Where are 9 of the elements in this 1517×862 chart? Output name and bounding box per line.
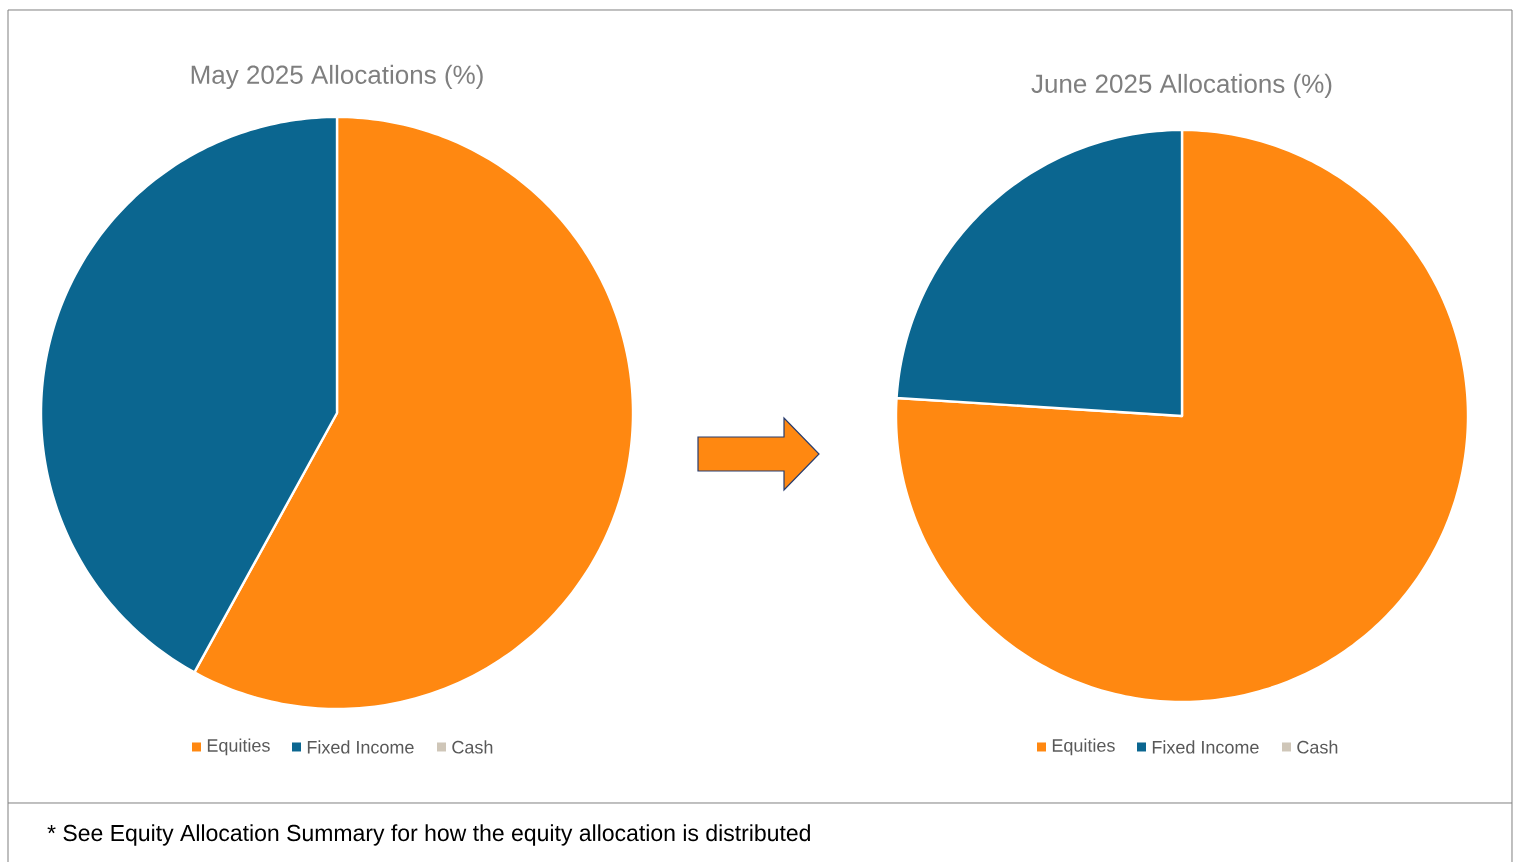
legend-label: Fixed Income (307, 740, 414, 754)
chart-title: June 2025 Allocations (%) (1031, 73, 1332, 99)
legend-label: Equities (207, 738, 270, 756)
text: * See Equity Allocation Summary for how the equity allocation is distributed (47, 824, 810, 846)
legend-label: Cash (452, 740, 493, 754)
chart-title: May 2025 Allocations (%) (191, 64, 483, 90)
legend-label: Equities (1052, 738, 1115, 756)
legend-label: Fixed Income (1152, 740, 1259, 754)
legend-label: Cash (1297, 740, 1338, 754)
